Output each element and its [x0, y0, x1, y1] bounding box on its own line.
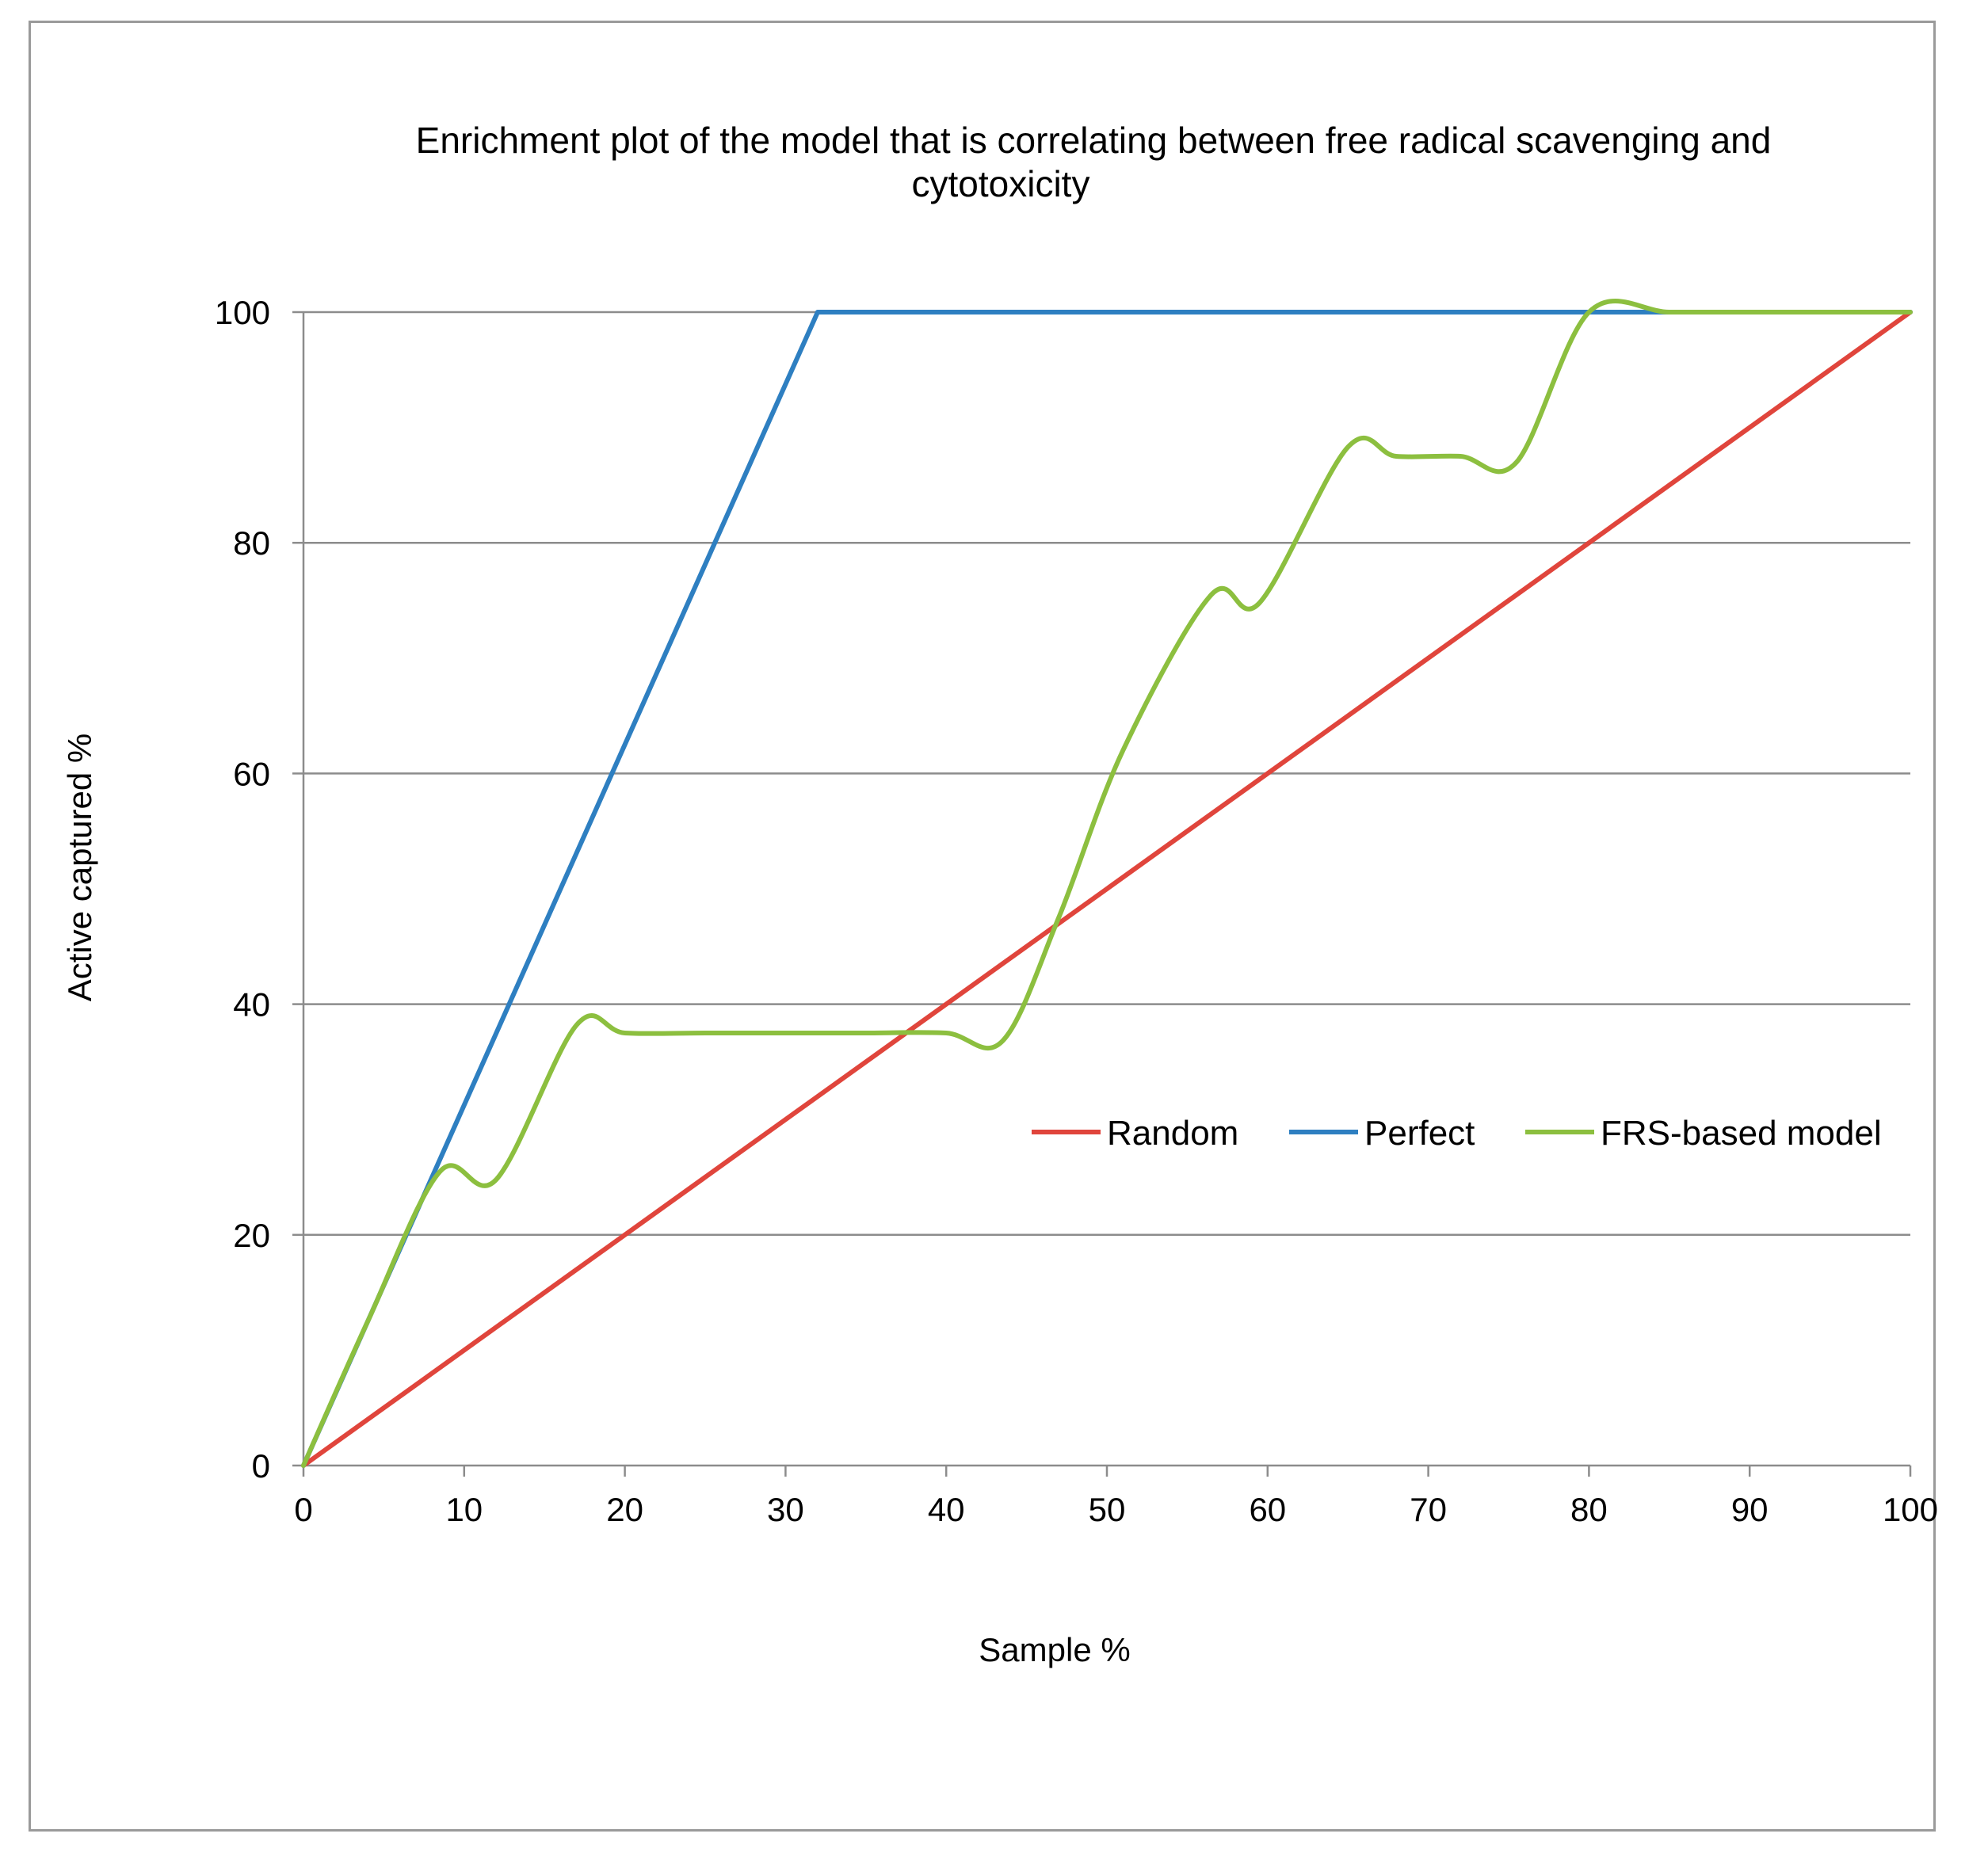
- y-axis-label: Active captured %: [61, 734, 98, 1002]
- y-tick-label-80: 80: [233, 524, 270, 562]
- chart-title-line-1: Enrichment plot of the model that is cor…: [416, 120, 1772, 161]
- legend-label-perfect: Perfect: [1364, 1114, 1475, 1153]
- x-tick-label-100: 100: [1883, 1491, 1938, 1528]
- chart-title-line-2: cytotoxicity: [912, 163, 1090, 204]
- x-tick-label-0: 0: [294, 1491, 312, 1528]
- series-line-perfect: [301, 310, 1913, 1468]
- x-tick-label-60: 60: [1249, 1491, 1286, 1528]
- y-tick-label-60: 60: [233, 755, 270, 792]
- legend-label-frs-based-model: FRS-based model: [1601, 1114, 1882, 1153]
- x-tick-label-30: 30: [767, 1491, 804, 1528]
- y-tick-label-0: 0: [252, 1447, 270, 1485]
- legend: Random Perfect FRS-based model: [1032, 1114, 1882, 1153]
- x-tick-label-90: 90: [1731, 1491, 1769, 1528]
- y-tick-label-40: 40: [233, 986, 270, 1023]
- series-lines: [301, 298, 1913, 1468]
- tick-labels: 0 10 20 30 40 50 60 70 80 90 100 0 20 40 60 80 100: [215, 294, 1938, 1528]
- series-line-frs-based-model: [301, 298, 1913, 1468]
- axes: [292, 311, 1912, 1477]
- x-tick-label-10: 10: [445, 1491, 483, 1528]
- x-axis-label: Sample %: [979, 1631, 1130, 1668]
- figure-frame: [29, 21, 1936, 1832]
- x-tick-label-80: 80: [1570, 1491, 1608, 1528]
- x-tick-label-20: 20: [606, 1491, 643, 1528]
- x-tick-label-40: 40: [928, 1491, 965, 1528]
- x-tick-label-50: 50: [1089, 1491, 1126, 1528]
- series-line-random: [301, 310, 1913, 1468]
- y-tick-label-20: 20: [233, 1217, 270, 1254]
- gridlines: [303, 311, 1910, 1237]
- x-tick-label-70: 70: [1410, 1491, 1447, 1528]
- y-tick-label-100: 100: [215, 294, 270, 331]
- legend-label-random: Random: [1107, 1114, 1238, 1153]
